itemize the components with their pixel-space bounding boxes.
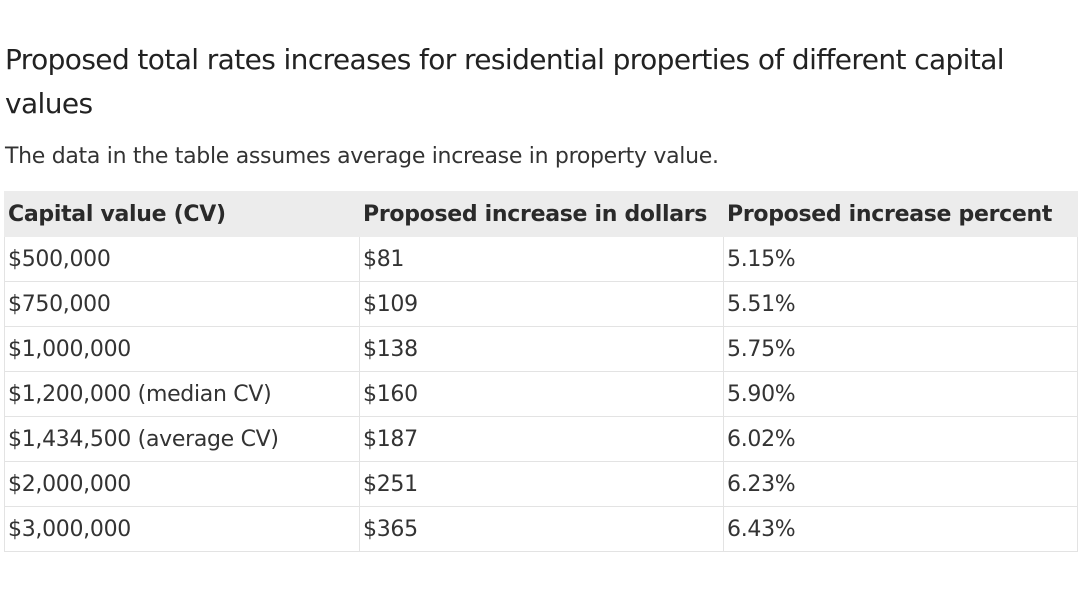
header-increase-percent: Proposed increase percent: [723, 191, 1078, 237]
cell-increase-dollars: $365: [359, 506, 724, 552]
table-row: $3,000,000 $365 6.43%: [4, 506, 1078, 552]
table-row: $1,000,000 $138 5.75%: [4, 326, 1078, 372]
cell-increase-percent: 5.51%: [723, 281, 1078, 327]
rates-table: Capital value (CV) Proposed increase in …: [4, 191, 1078, 552]
cell-capital-value: $500,000: [4, 236, 360, 282]
cell-increase-dollars: $251: [359, 461, 724, 507]
table-row: $500,000 $81 5.15%: [4, 236, 1078, 282]
cell-increase-percent: 6.02%: [723, 416, 1078, 462]
cell-increase-dollars: $160: [359, 371, 724, 417]
cell-increase-percent: 5.15%: [723, 236, 1078, 282]
cell-increase-percent: 6.23%: [723, 461, 1078, 507]
cell-increase-percent: 5.90%: [723, 371, 1078, 417]
cell-increase-dollars: $109: [359, 281, 724, 327]
cell-capital-value: $3,000,000: [4, 506, 360, 552]
cell-increase-percent: 6.43%: [723, 506, 1078, 552]
table-row: $750,000 $109 5.51%: [4, 281, 1078, 327]
cell-increase-dollars: $81: [359, 236, 724, 282]
intro-text: The data in the table assumes average in…: [5, 144, 719, 169]
cell-capital-value: $750,000: [4, 281, 360, 327]
table-row: $1,200,000 (median CV) $160 5.90%: [4, 371, 1078, 417]
header-capital-value: Capital value (CV): [4, 191, 360, 237]
cell-increase-percent: 5.75%: [723, 326, 1078, 372]
cell-capital-value: $1,434,500 (average CV): [4, 416, 360, 462]
cell-increase-dollars: $187: [359, 416, 724, 462]
table-header-row: Capital value (CV) Proposed increase in …: [4, 191, 1078, 237]
cell-capital-value: $2,000,000: [4, 461, 360, 507]
table-row: $1,434,500 (average CV) $187 6.02%: [4, 416, 1078, 462]
cell-capital-value: $1,200,000 (median CV): [4, 371, 360, 417]
cell-capital-value: $1,000,000: [4, 326, 360, 372]
page-title: Proposed total rates increases for resid…: [5, 43, 1005, 120]
header-increase-dollars: Proposed increase in dollars: [359, 191, 724, 237]
table-row: $2,000,000 $251 6.23%: [4, 461, 1078, 507]
cell-increase-dollars: $138: [359, 326, 724, 372]
